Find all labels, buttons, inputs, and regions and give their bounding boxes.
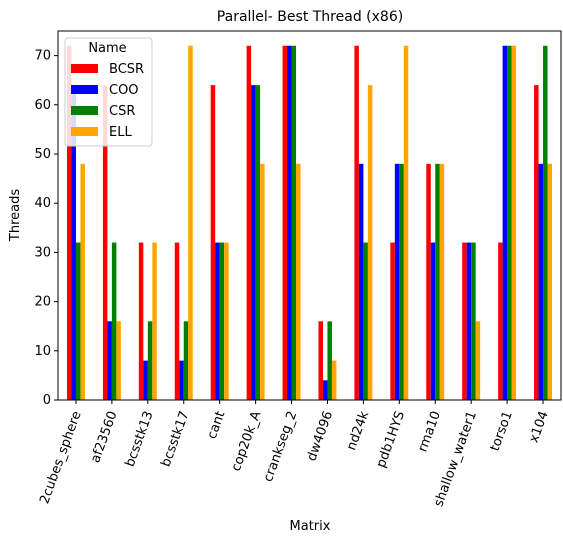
- legend-swatch-coo: [71, 85, 98, 94]
- bar-ell-rma10: [440, 164, 444, 400]
- bar-coo-cant: [215, 243, 219, 400]
- x-tick-label: 2cubes_sphere: [37, 409, 84, 506]
- bar-csr-x104: [543, 46, 547, 400]
- bar-ell-pdb1hys: [404, 46, 408, 400]
- bar-ell-2cubes_sphere: [80, 164, 84, 400]
- y-tick-label: 0: [43, 393, 51, 408]
- y-tick-label: 40: [34, 196, 51, 211]
- legend-label-coo: COO: [109, 83, 139, 98]
- bar-csr-cant: [220, 243, 224, 400]
- bar-coo-crankseg_2: [287, 46, 291, 400]
- bar-bcsr-torso1: [498, 243, 502, 400]
- x-tick-label: cant: [205, 409, 229, 441]
- bar-coo-shallow_water1: [467, 243, 471, 400]
- bar-ell-cop20k_a: [260, 164, 264, 400]
- x-axis: 2cubes_sphere af23560 bcsstk13 bcsstk17 cant…: [37, 400, 552, 509]
- x-tick-label: rma10: [415, 409, 444, 454]
- x-tick-label: crankseg_2: [261, 409, 300, 484]
- chart-title: Parallel- Best Thread (x86): [217, 9, 403, 25]
- bar-bcsr-pdb1hys: [390, 243, 394, 400]
- bar-ell-af23560: [116, 321, 120, 400]
- bar-ell-torso1: [512, 46, 516, 400]
- bar-coo-dw4096: [323, 380, 327, 400]
- bar-coo-torso1: [503, 46, 507, 400]
- bar-bcsr-nd24k: [354, 46, 358, 400]
- bar-csr-pdb1hys: [399, 164, 403, 400]
- bar-coo-rma10: [431, 243, 435, 400]
- x-tick-label: x104: [527, 409, 552, 445]
- bar-bcsr-dw4096: [318, 321, 322, 400]
- x-tick-label: dw4096: [304, 409, 336, 463]
- bar-bcsr-cant: [211, 85, 215, 400]
- bar-csr-torso1: [507, 46, 511, 400]
- bar-ell-cant: [224, 243, 228, 400]
- legend-label-ell: ELL: [109, 125, 132, 140]
- y-axis: 0 10 20 30 40 50 60 70: [34, 49, 58, 408]
- bar-ell-shallow_water1: [476, 321, 480, 400]
- bar-bcsr-cop20k_a: [247, 46, 251, 400]
- legend-title: Name: [88, 41, 126, 56]
- bar-csr-rma10: [435, 164, 439, 400]
- bar-bcsr-x104: [534, 85, 538, 400]
- y-axis-label: Threads: [8, 189, 23, 242]
- bar-coo-x104: [539, 164, 543, 400]
- y-tick-label: 30: [34, 245, 51, 260]
- bar-coo-bcsstk17: [179, 361, 183, 400]
- bar-csr-bcsstk13: [148, 321, 152, 400]
- bar-csr-crankseg_2: [292, 46, 296, 400]
- x-tick-label: bcsstk17: [159, 409, 193, 469]
- x-tick-label: af23560: [88, 409, 121, 465]
- legend-swatch-bcsr: [71, 64, 98, 73]
- bar-coo-pdb1hys: [395, 164, 399, 400]
- legend-swatch-csr: [71, 106, 98, 115]
- x-tick-label: torso1: [488, 409, 516, 453]
- bar-ell-bcsstk17: [188, 46, 192, 400]
- bar-ell-x104: [548, 164, 552, 400]
- bar-bcsr-rma10: [426, 164, 430, 400]
- legend-label-csr: CSR: [109, 104, 135, 119]
- x-tick-label: pdb1HYS: [374, 409, 408, 470]
- y-tick-label: 70: [34, 49, 51, 64]
- legend: Name BCSR COO CSR ELL: [65, 38, 152, 146]
- bar-csr-af23560: [112, 243, 116, 400]
- bar-bcsr-bcsstk13: [139, 243, 143, 400]
- y-tick-label: 60: [34, 98, 51, 113]
- bar-csr-cop20k_a: [256, 85, 260, 400]
- bar-coo-af23560: [107, 321, 111, 400]
- bar-bcsr-bcsstk17: [175, 243, 179, 400]
- legend-swatch-ell: [71, 127, 98, 136]
- bar-ell-crankseg_2: [296, 164, 300, 400]
- legend-label-bcsr: BCSR: [109, 62, 144, 77]
- y-tick-label: 50: [34, 147, 51, 162]
- y-tick-label: 10: [34, 344, 51, 359]
- bar-ell-dw4096: [332, 361, 336, 400]
- x-axis-label: Matrix: [290, 519, 331, 534]
- bar-bcsr-crankseg_2: [283, 46, 287, 400]
- bar-coo-cop20k_a: [251, 85, 255, 400]
- x-tick-label: cop20k_A: [229, 409, 265, 473]
- x-tick-label: nd24k: [344, 409, 372, 453]
- bar-coo-bcsstk13: [143, 361, 147, 400]
- bar-ell-bcsstk13: [152, 243, 156, 400]
- y-tick-label: 20: [34, 295, 51, 310]
- bar-coo-nd24k: [359, 164, 363, 400]
- bar-csr-shallow_water1: [471, 243, 475, 400]
- bar-csr-bcsstk17: [184, 321, 188, 400]
- bar-csr-nd24k: [363, 243, 367, 400]
- bar-csr-dw4096: [327, 321, 331, 400]
- x-tick-label: bcsstk13: [123, 409, 157, 469]
- bar-bcsr-shallow_water1: [462, 243, 466, 400]
- bar-csr-2cubes_sphere: [76, 243, 80, 400]
- bar-ell-nd24k: [368, 85, 372, 400]
